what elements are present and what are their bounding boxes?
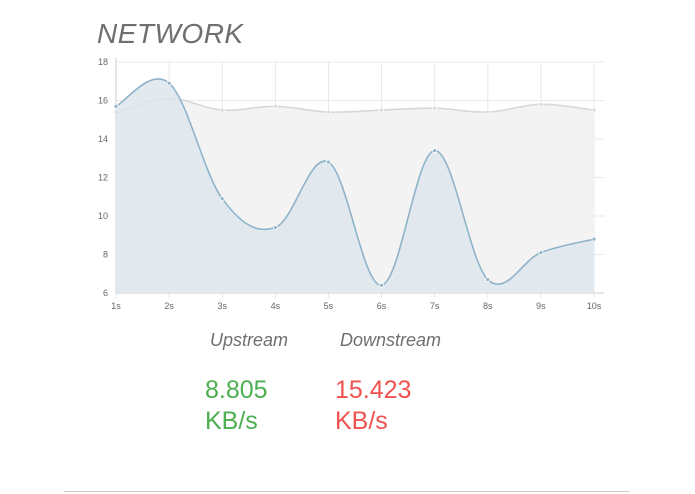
downstream-point bbox=[272, 103, 278, 109]
downstream-line bbox=[115, 97, 595, 113]
downstream-stat: 15.423 KB/s bbox=[335, 375, 411, 437]
y-tick-label: 6 bbox=[103, 288, 108, 298]
downstream-point bbox=[379, 107, 384, 113]
upstream-area bbox=[116, 78, 594, 293]
x-tick-label: 9s bbox=[536, 301, 546, 311]
downstream-point bbox=[219, 107, 225, 113]
x-tick-label: 1s bbox=[111, 301, 121, 311]
upstream-point bbox=[485, 277, 491, 282]
downstream-label: Downstream bbox=[340, 330, 442, 350]
upstream-value: 8.805 bbox=[205, 376, 268, 404]
y-tick-label: 10 bbox=[98, 211, 108, 221]
x-tick-label: 6s bbox=[377, 301, 387, 311]
upstream-stat: 8.805 KB/s bbox=[205, 375, 268, 437]
upstream-line bbox=[115, 78, 595, 287]
upstream-label: Upstream bbox=[210, 330, 289, 350]
y-tick-label: 16 bbox=[98, 96, 108, 106]
upstream-point bbox=[538, 250, 544, 255]
x-tick-label: 7s bbox=[430, 301, 440, 311]
upstream-point bbox=[591, 236, 597, 242]
downstream-point bbox=[432, 105, 438, 111]
upstream-point bbox=[166, 80, 172, 86]
x-tick-label: 8s bbox=[483, 301, 493, 311]
x-tick-label: 4s bbox=[271, 301, 281, 311]
upstream-point bbox=[326, 159, 331, 165]
y-tick-label: 8 bbox=[103, 250, 108, 260]
network-chart: 6 8 10 12 14 16 18 1s 2s 3s 4s 5s 6s 7s 8s 9s 10s bbox=[98, 57, 604, 311]
panel-title: NETWORK bbox=[97, 18, 244, 49]
downstream-point bbox=[538, 101, 544, 107]
upstream-point bbox=[272, 225, 278, 230]
upstream-point bbox=[219, 196, 225, 202]
downstream-unit: KB/s bbox=[335, 407, 388, 435]
upstream-point bbox=[113, 103, 119, 109]
upstream-point bbox=[432, 148, 438, 153]
y-tick-label: 18 bbox=[98, 57, 108, 67]
downstream-point bbox=[326, 109, 331, 115]
x-tick-label: 2s bbox=[164, 301, 174, 311]
downstream-value: 15.423 bbox=[335, 376, 412, 404]
x-tick-label: 5s bbox=[324, 301, 334, 311]
y-tick-label: 14 bbox=[98, 134, 108, 144]
bottom-divider bbox=[64, 491, 630, 492]
upstream-point bbox=[379, 282, 384, 288]
y-tick-label: 12 bbox=[98, 173, 108, 183]
x-tick-label: 10s bbox=[587, 301, 602, 311]
x-tick-label: 3s bbox=[217, 301, 227, 311]
downstream-point bbox=[485, 109, 491, 115]
upstream-unit: KB/s bbox=[205, 407, 258, 435]
downstream-point bbox=[591, 107, 597, 113]
